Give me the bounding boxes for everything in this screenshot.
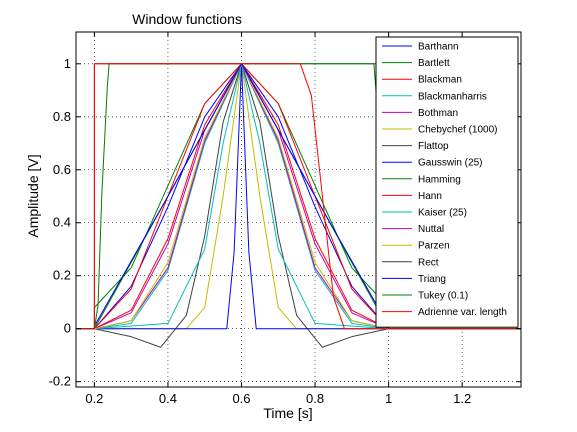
chart-title: Window functions — [132, 11, 242, 27]
x-tick-label: 0.2 — [85, 391, 103, 406]
x-tick-label: 1.2 — [453, 391, 471, 406]
y-tick-label: 0.2 — [53, 268, 71, 283]
legend-entry: Flattop — [418, 141, 449, 152]
y-tick-label: 1 — [64, 56, 71, 71]
x-tick-label: 0.4 — [159, 391, 177, 406]
y-tick-label: 0 — [64, 321, 71, 336]
legend-entry: Rect — [418, 257, 439, 268]
legend-entry: Parzen — [418, 241, 450, 252]
x-tick-label: 1 — [385, 391, 392, 406]
legend-entry: Triang — [418, 274, 446, 285]
legend-entry: Nuttal — [418, 224, 444, 235]
legend-entry: Bartlett — [418, 58, 450, 69]
legend-entry: Adrienne var. length — [418, 307, 507, 318]
legend-entry: Tukey (0.1) — [418, 291, 468, 302]
legend-entry: Chebychef (1000) — [418, 125, 498, 136]
legend-entry: Blackmanharris — [418, 91, 487, 102]
x-tick-label: 0.6 — [232, 391, 250, 406]
y-axis-label: Amplitude [V] — [25, 154, 41, 237]
y-tick-label: 0.6 — [53, 162, 71, 177]
legend-entry: Bothman — [418, 108, 458, 119]
legend-entry: Barthann — [418, 42, 459, 53]
y-tick-label: 0.4 — [53, 215, 71, 230]
legend-entry: Hamming — [418, 174, 461, 185]
plot-frame — [75, 31, 522, 388]
legend-entry: Kaiser (25) — [418, 208, 467, 219]
series-line-16 — [76, 63, 521, 330]
legend-entry: Gausswin (25) — [418, 158, 482, 169]
ticks: 0.2 0.4 0.6 0.8 1 1.2 -0.2 0 0.2 0.4 0.6 0.8 1 — [49, 32, 521, 406]
legend-entry: Blackman — [418, 75, 462, 86]
y-tick-label: -0.2 — [49, 374, 71, 389]
legend-entry: Hann — [418, 191, 442, 202]
y-tick-label: 0.8 — [53, 109, 71, 124]
legend: Barthann Bartlett Blackman Blackmanharris Bo… — [375, 36, 519, 328]
x-axis-label: Time [s] — [263, 405, 312, 421]
x-tick-label: 0.8 — [306, 391, 324, 406]
